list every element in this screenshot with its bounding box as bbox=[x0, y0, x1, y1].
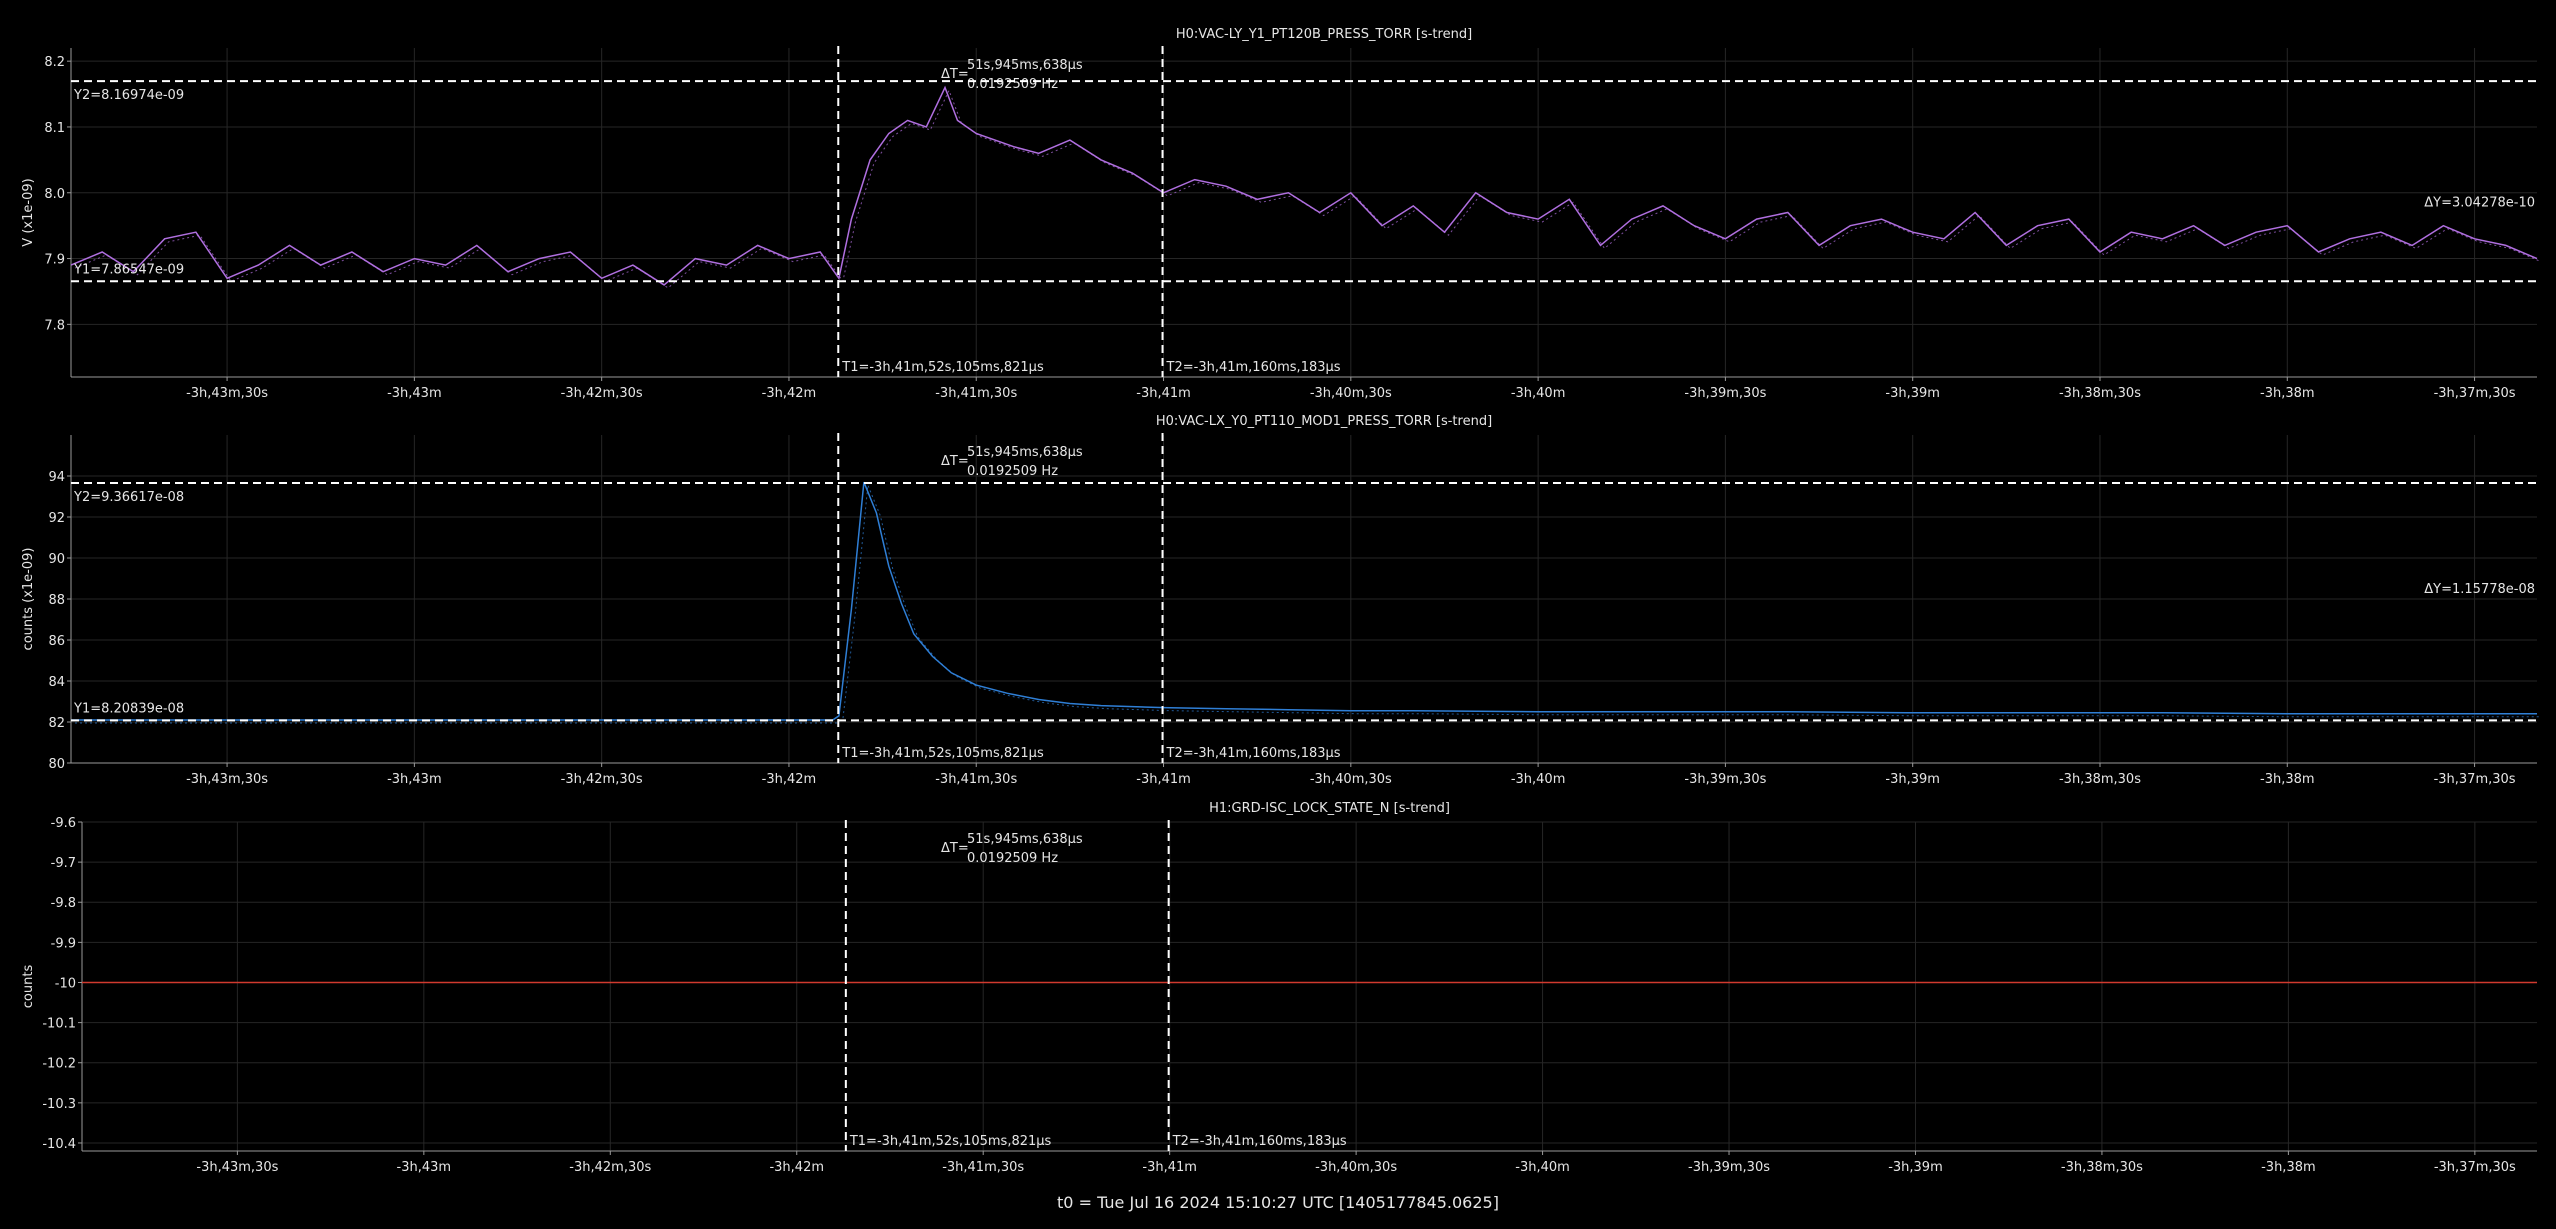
x-tick-label: -3h,41m,30s bbox=[935, 386, 1017, 401]
x-tick-label: -3h,38m,30s bbox=[2059, 386, 2141, 401]
x-tick-label: -3h,43m,30s bbox=[186, 772, 268, 787]
x-tick-label: -3h,41m bbox=[1136, 386, 1191, 401]
y-tick-label: 7.9 bbox=[44, 253, 65, 268]
y-tick-label: -9.8 bbox=[51, 896, 76, 911]
delta-y-label: ΔY=1.15778e-08 bbox=[2424, 582, 2535, 597]
cursor-t2-label: T2=-3h,41m,160ms,183µs bbox=[1166, 746, 1341, 761]
x-tick-label: -3h,37m,30s bbox=[2434, 1160, 2516, 1175]
cursor-y2-label: Y2=9.36617e-08 bbox=[73, 490, 184, 505]
x-tick-label: -3h,39m,30s bbox=[1684, 386, 1766, 401]
x-tick-label: -3h,42m,30s bbox=[561, 772, 643, 787]
x-tick-label: -3h,42m,30s bbox=[561, 386, 643, 401]
y-tick-label: -9.7 bbox=[51, 856, 76, 871]
y-axis-label: counts (x1e-09) bbox=[21, 548, 36, 651]
y-tick-label: 8.2 bbox=[44, 55, 65, 70]
delta-t-frequency: 0.0192509 Hz bbox=[967, 77, 1058, 92]
cursor-y1-label: Y1=8.20839e-08 bbox=[73, 701, 184, 716]
delta-t-symbol: ΔT= bbox=[941, 454, 969, 469]
delta-t-frequency: 0.0192509 Hz bbox=[967, 464, 1058, 479]
delta-t-symbol: ΔT= bbox=[941, 841, 969, 856]
cursor-y1-label: Y1=7.86547e-09 bbox=[73, 262, 184, 277]
y-tick-label: -10 bbox=[55, 976, 76, 991]
chart-title: H0:VAC-LY_Y1_PT120B_PRESS_TORR [s-trend] bbox=[1176, 27, 1472, 42]
chart-title: H1:GRD-ISC_LOCK_STATE_N [s-trend] bbox=[1209, 801, 1450, 816]
cursor-t2-label: T2=-3h,41m,160ms,183µs bbox=[1172, 1134, 1347, 1149]
x-tick-label: -3h,41m bbox=[1136, 772, 1191, 787]
series-line bbox=[70, 85, 2538, 286]
x-tick-label: -3h,42m bbox=[769, 1160, 824, 1175]
x-tick-label: -3h,38m bbox=[2261, 1160, 2316, 1175]
y-tick-label: 8.0 bbox=[44, 187, 65, 202]
cursor-t1-label: T1=-3h,41m,52s,105ms,821µs bbox=[841, 360, 1044, 375]
x-tick-label: -3h,43m bbox=[397, 1160, 452, 1175]
x-tick-label: -3h,38m,30s bbox=[2059, 772, 2141, 787]
x-tick-label: -3h,38m bbox=[2260, 772, 2315, 787]
x-tick-label: -3h,40m bbox=[1511, 386, 1566, 401]
x-tick-label: -3h,41m,30s bbox=[935, 772, 1017, 787]
x-tick-label: -3h,38m,30s bbox=[2061, 1160, 2143, 1175]
y-tick-label: -9.9 bbox=[51, 936, 76, 951]
series-minmax-line bbox=[75, 484, 2541, 724]
x-tick-label: -3h,40m bbox=[1515, 1160, 1570, 1175]
y-tick-label: 88 bbox=[48, 593, 65, 608]
chart-panel-2: -3h,43m,30s -3h,43m -3h,42m,30s -3h,42m -3h,… bbox=[21, 414, 2541, 787]
x-tick-label: -3h,42m,30s bbox=[569, 1160, 651, 1175]
y-tick-label: -9.6 bbox=[51, 816, 76, 831]
x-tick-label: -3h,43m,30s bbox=[186, 386, 268, 401]
y-tick-label: -10.1 bbox=[42, 1017, 76, 1032]
x-tick-label: -3h,37m,30s bbox=[2434, 386, 2516, 401]
x-tick-label: -3h,39m,30s bbox=[1684, 772, 1766, 787]
cursor-t1-label: T1=-3h,41m,52s,105ms,821µs bbox=[841, 746, 1044, 761]
series-minmax-line bbox=[74, 89, 2542, 289]
delta-t-symbol: ΔT= bbox=[941, 67, 969, 82]
x-tick-label: -3h,41m,30s bbox=[942, 1160, 1024, 1175]
x-tick-label: -3h,40m bbox=[1511, 772, 1566, 787]
cursor-t2-label: T2=-3h,41m,160ms,183µs bbox=[1166, 360, 1341, 375]
x-tick-label: -3h,43m bbox=[387, 772, 442, 787]
x-tick-label: -3h,37m,30s bbox=[2434, 772, 2516, 787]
x-tick-label: -3h,39m,30s bbox=[1688, 1160, 1770, 1175]
x-tick-label: -3h,42m bbox=[762, 386, 817, 401]
chart-panel-3: -3h,43m,30s -3h,43m -3h,42m,30s -3h,42m -3h,… bbox=[21, 801, 2537, 1175]
t0-footer: t0 = Tue Jul 16 2024 15:10:27 UTC [14051… bbox=[1057, 1193, 1499, 1212]
x-tick-label: -3h,40m,30s bbox=[1310, 772, 1392, 787]
chart-panel-1: -3h,43m,30s -3h,43m -3h,42m,30s -3h,42m -3h,… bbox=[21, 27, 2542, 401]
y-tick-label: 90 bbox=[48, 552, 65, 567]
y-tick-label: 94 bbox=[48, 470, 65, 485]
y-axis-label: V (x1e-09) bbox=[21, 178, 36, 246]
delta-t-value: 51s,945ms,638µs bbox=[967, 832, 1083, 847]
y-tick-label: 8.1 bbox=[44, 121, 65, 136]
x-tick-label: -3h,39m bbox=[1888, 1160, 1943, 1175]
y-tick-label: -10.3 bbox=[42, 1097, 76, 1112]
y-tick-label: 7.8 bbox=[44, 318, 65, 333]
y-tick-label: 82 bbox=[48, 716, 65, 731]
delta-t-value: 51s,945ms,638µs bbox=[967, 58, 1083, 73]
y-tick-label: 86 bbox=[48, 634, 65, 649]
y-axis-label: counts bbox=[21, 965, 36, 1009]
delta-t-value: 51s,945ms,638µs bbox=[967, 445, 1083, 460]
y-tick-label: 84 bbox=[48, 675, 65, 690]
cursor-y2-label: Y2=8.16974e-09 bbox=[73, 88, 184, 103]
x-tick-label: -3h,42m bbox=[762, 772, 817, 787]
cursor-t1-label: T1=-3h,41m,52s,105ms,821µs bbox=[849, 1134, 1052, 1149]
y-tick-label: -10.2 bbox=[42, 1057, 76, 1072]
x-tick-label: -3h,38m bbox=[2260, 386, 2315, 401]
delta-t-frequency: 0.0192509 Hz bbox=[967, 851, 1058, 866]
y-tick-label: 92 bbox=[48, 511, 65, 526]
chart-title: H0:VAC-LX_Y0_PT110_MOD1_PRESS_TORR [s-tr… bbox=[1156, 414, 1492, 429]
series-line bbox=[71, 481, 2537, 721]
x-tick-label: -3h,41m bbox=[1142, 1160, 1197, 1175]
x-tick-label: -3h,43m bbox=[387, 386, 442, 401]
delta-y-label: ΔY=3.04278e-10 bbox=[2424, 196, 2535, 211]
x-tick-label: -3h,39m bbox=[1885, 772, 1940, 787]
y-tick-label: 80 bbox=[48, 757, 65, 772]
x-tick-label: -3h,43m,30s bbox=[196, 1160, 278, 1175]
x-tick-label: -3h,39m bbox=[1885, 386, 1940, 401]
y-tick-label: -10.4 bbox=[42, 1137, 76, 1152]
x-tick-label: -3h,40m,30s bbox=[1310, 386, 1392, 401]
x-tick-label: -3h,40m,30s bbox=[1315, 1160, 1397, 1175]
